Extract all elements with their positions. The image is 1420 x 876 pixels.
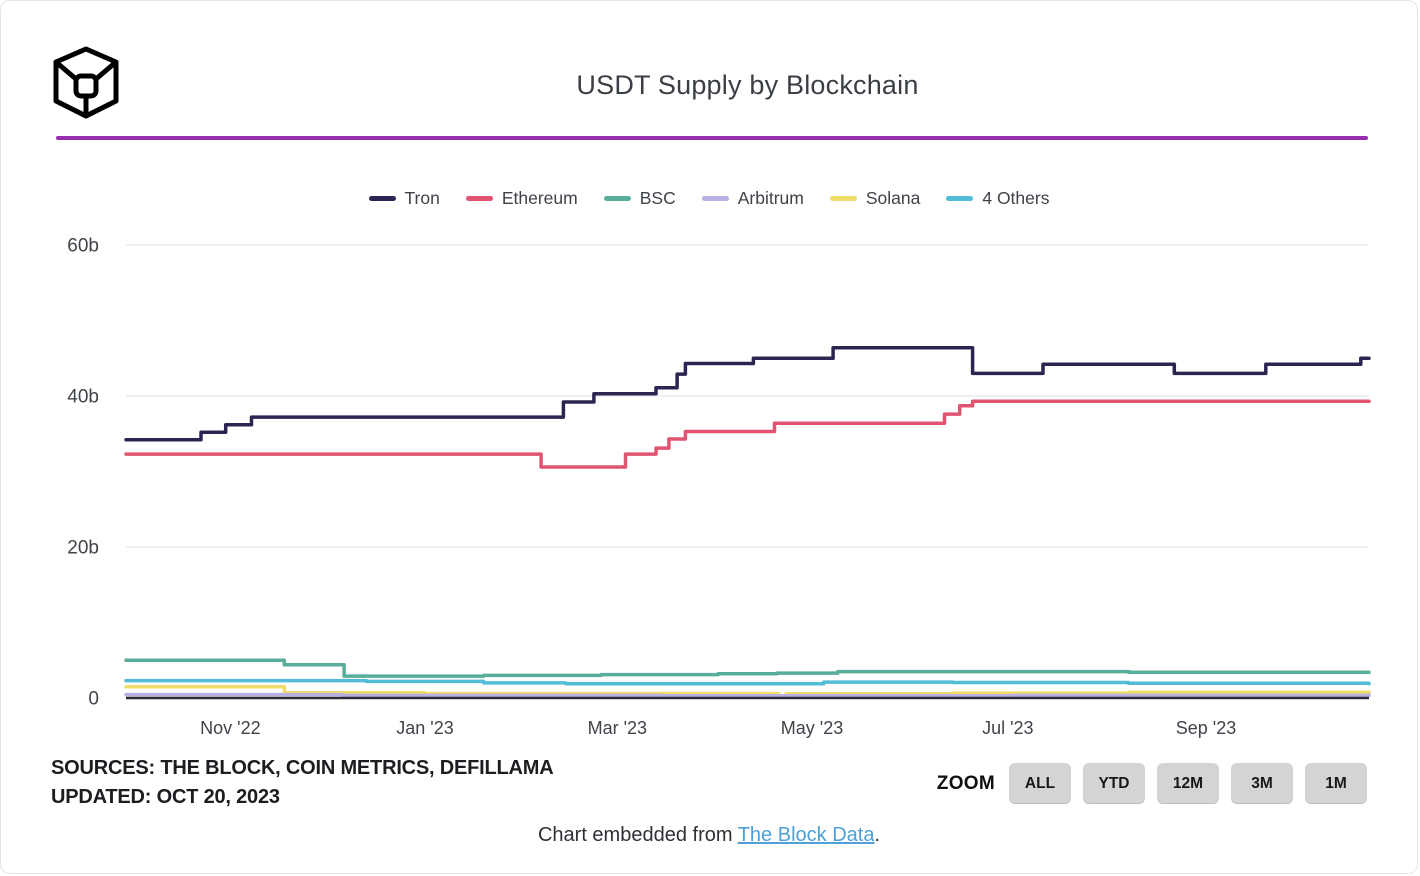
the-block-data-link[interactable]: The Block Data xyxy=(737,824,875,846)
sources-block: SOURCES: THE BLOCK, COIN METRICS, DEFILL… xyxy=(51,754,554,812)
y-axis-label: 40b xyxy=(67,387,99,408)
zoom-label: ZOOM xyxy=(936,772,995,794)
x-axis-label: Nov '22 xyxy=(200,718,260,738)
legend-label: 4 Others xyxy=(982,188,1050,208)
legend-label: Arbitrum xyxy=(737,188,804,208)
legend-item-arbitrum[interactable]: Arbitrum xyxy=(701,188,804,209)
zoom-button-3m[interactable]: 3M xyxy=(1231,763,1293,804)
sources-line: SOURCES: THE BLOCK, COIN METRICS, DEFILL… xyxy=(51,757,554,779)
header-divider xyxy=(56,136,1368,140)
zoom-button-ytd[interactable]: YTD xyxy=(1083,763,1145,804)
the-block-cube-icon xyxy=(53,46,119,119)
x-axis-label: Mar '23 xyxy=(588,718,647,738)
x-axis-label: Jul '23 xyxy=(982,718,1033,738)
footer-suffix: . xyxy=(874,824,881,846)
x-axis-label: May '23 xyxy=(781,718,843,738)
legend-item-4-others[interactable]: 4 Others xyxy=(946,188,1049,209)
updated-line: UPDATED: OCT 20, 2023 xyxy=(51,786,280,808)
series-line-bsc xyxy=(124,658,1371,678)
chart-legend: Tron Ethereum BSC Arbitrum Solana 4 Others xyxy=(1,188,1417,209)
zoom-button-12m[interactable]: 12M xyxy=(1157,763,1219,804)
legend-swatch xyxy=(368,196,396,201)
series-line-tron xyxy=(124,345,1371,442)
x-axis-label: Jan '23 xyxy=(396,718,453,738)
zoom-bar: ZOOM ALL YTD 12M 3M 1M xyxy=(937,763,1367,804)
legend-item-ethereum[interactable]: Ethereum xyxy=(465,188,578,209)
legend-swatch xyxy=(465,196,493,201)
usdt-supply-chart: 0 20b 40b 60b Nov '22 Jan '23 Mar '23 May '23 Ju… xyxy=(67,236,1371,738)
zoom-button-1m[interactable]: 1M xyxy=(1305,763,1367,804)
legend-label: Ethereum xyxy=(501,188,578,208)
legend-swatch xyxy=(946,196,974,201)
legend-swatch xyxy=(701,196,729,201)
series-line-arbitrum xyxy=(124,692,1371,698)
y-axis-label: 60b xyxy=(67,236,99,257)
zoom-button-all[interactable]: ALL xyxy=(1009,763,1071,804)
series-line-4-others xyxy=(124,678,1371,686)
footer-text: Chart embedded from The Block Data. xyxy=(1,824,1417,847)
footer-prefix: Chart embedded from xyxy=(537,824,738,846)
legend-label: BSC xyxy=(639,188,676,208)
legend-swatch xyxy=(829,196,857,201)
legend-label: Solana xyxy=(865,188,921,208)
legend-item-solana[interactable]: Solana xyxy=(829,188,921,209)
legend-item-tron[interactable]: Tron xyxy=(368,188,440,209)
page-title: USDT Supply by Blockchain xyxy=(576,70,919,100)
legend-item-bsc[interactable]: BSC xyxy=(603,188,676,209)
legend-swatch xyxy=(603,196,631,201)
series-line-ethereum xyxy=(124,399,1371,469)
x-axis-label: Sep '23 xyxy=(1176,718,1237,738)
the-block-logo[interactable] xyxy=(53,46,119,124)
y-axis-label: 0 xyxy=(88,689,99,710)
legend-label: Tron xyxy=(404,188,440,208)
y-axis-label: 20b xyxy=(67,538,99,559)
